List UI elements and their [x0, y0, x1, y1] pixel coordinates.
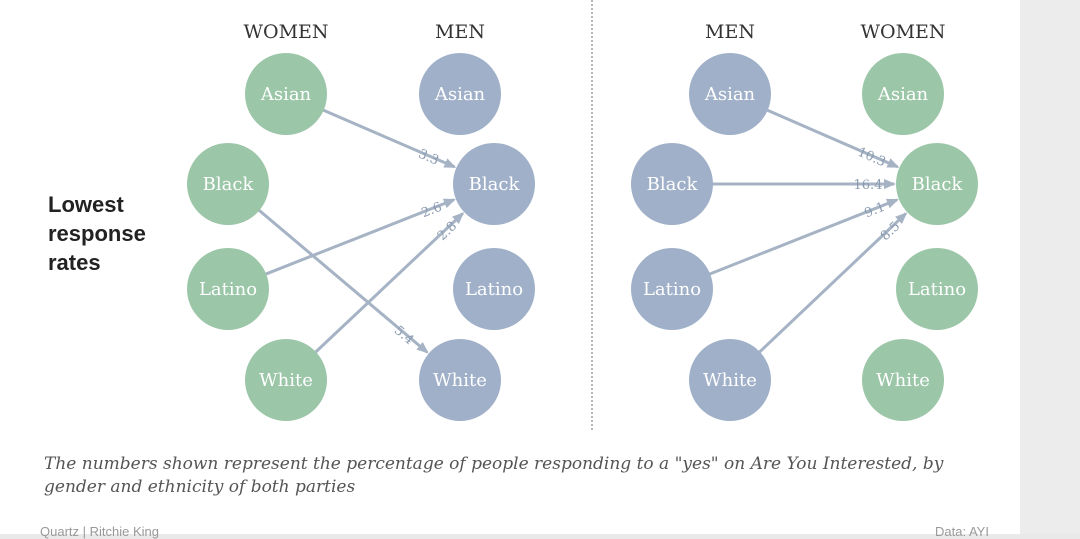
- column-header-men: MEN: [435, 21, 485, 43]
- node-label: Asian: [260, 84, 312, 105]
- node-men-latino: Latino: [631, 248, 713, 330]
- link-value-label: 8.5: [878, 219, 903, 244]
- node-women-white: White: [245, 339, 327, 421]
- links-layer: 3.3 5.4 2.62.8 10.3 16.4 9.18.5: [256, 108, 908, 355]
- side-label: Lowest response rates: [48, 192, 146, 275]
- node-circle: [631, 248, 713, 330]
- node-circle: [862, 53, 944, 135]
- node-circle: [419, 339, 501, 421]
- node-label: Latino: [465, 279, 523, 300]
- column-header-women: WOMEN: [860, 21, 945, 43]
- node-women-white: White: [862, 339, 944, 421]
- node-label: White: [876, 370, 930, 391]
- node-women-black: Black: [896, 143, 978, 225]
- nodes-layer: Asian Black Latino White Asian Black Latino Whi…: [187, 53, 978, 421]
- node-circle: [419, 53, 501, 135]
- link-value-label: 5.4: [391, 323, 416, 348]
- node-men-white: White: [689, 339, 771, 421]
- node-label: Black: [912, 174, 964, 195]
- node-label: Latino: [643, 279, 701, 300]
- right-margin: [1020, 0, 1080, 534]
- node-circle: [187, 248, 269, 330]
- link-asian-to-black: [765, 108, 900, 169]
- node-label: Black: [469, 174, 521, 195]
- credit-left: Quartz | Ritchie King: [40, 524, 159, 539]
- link-value-label: 3.3: [416, 147, 441, 169]
- headers-layer: WOMEN MEN MEN WOMEN: [243, 21, 945, 43]
- caption: The numbers shown represent the percenta…: [44, 454, 944, 497]
- link-value-label: 16.4: [854, 178, 883, 193]
- link-value-label: 2.8: [435, 219, 460, 244]
- link-latino-to-black: [707, 198, 899, 277]
- node-label: Asian: [877, 84, 929, 105]
- node-men-black: Black: [453, 143, 535, 225]
- node-men-asian: Asian: [419, 53, 501, 135]
- node-label: White: [259, 370, 313, 391]
- node-label: White: [433, 370, 487, 391]
- node-circle: [631, 143, 713, 225]
- node-men-asian: Asian: [689, 53, 771, 135]
- node-women-black: Black: [187, 143, 269, 225]
- node-circle: [689, 339, 771, 421]
- node-label: Asian: [704, 84, 756, 105]
- link-value-label: 2.6: [419, 200, 444, 222]
- column-header-men: MEN: [705, 21, 755, 43]
- node-label: White: [703, 370, 757, 391]
- node-men-black: Black: [631, 143, 713, 225]
- node-label: Black: [647, 174, 699, 195]
- node-circle: [896, 248, 978, 330]
- link-value-label: 9.1: [862, 200, 887, 222]
- node-women-latino: Latino: [187, 248, 269, 330]
- node-circle: [689, 53, 771, 135]
- node-circle: [245, 339, 327, 421]
- node-men-white: White: [419, 339, 501, 421]
- link-white-to-black: [313, 212, 465, 355]
- node-men-latino: Latino: [453, 248, 535, 330]
- column-header-women: WOMEN: [243, 21, 328, 43]
- node-circle: [896, 143, 978, 225]
- node-women-asian: Asian: [245, 53, 327, 135]
- node-women-asian: Asian: [862, 53, 944, 135]
- credit-right: Data: AYI: [935, 524, 989, 539]
- link-white-to-black: [757, 212, 908, 355]
- node-circle: [862, 339, 944, 421]
- link-value-label: 10.3: [855, 145, 888, 170]
- node-circle: [187, 143, 269, 225]
- node-women-latino: Latino: [896, 248, 978, 330]
- node-label: Black: [203, 174, 255, 195]
- link-latino-to-black: [263, 198, 456, 277]
- node-circle: [245, 53, 327, 135]
- node-circle: [453, 143, 535, 225]
- node-label: Latino: [908, 279, 966, 300]
- node-label: Latino: [199, 279, 257, 300]
- node-label: Asian: [434, 84, 486, 105]
- link-asian-to-black: [321, 108, 457, 169]
- node-circle: [453, 248, 535, 330]
- link-black-to-white: [256, 208, 429, 354]
